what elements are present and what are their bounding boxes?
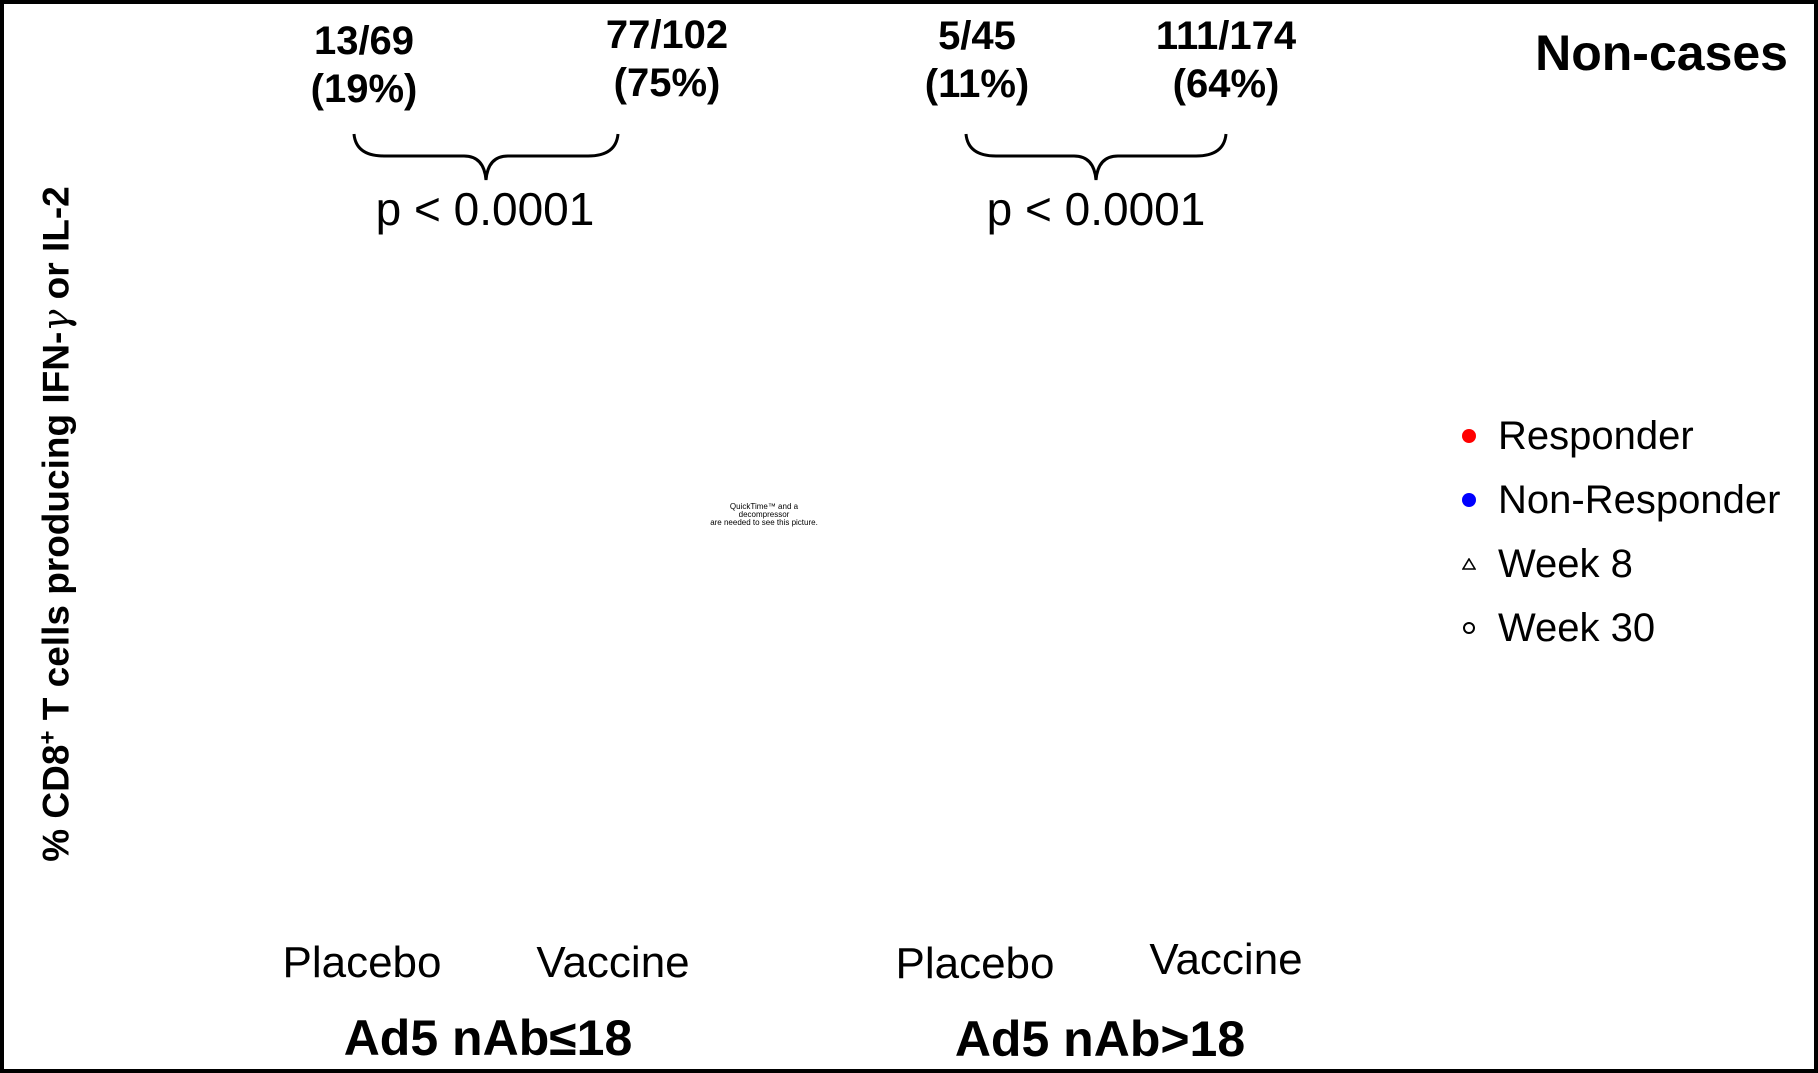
count-label-g1-vaccine: 77/102 (75%) — [606, 11, 728, 107]
arm-label-g2-vaccine: Vaccine — [1149, 935, 1303, 984]
percent-g1-placebo: (19%) — [310, 67, 418, 111]
percent-g2-vaccine: (64%) — [1172, 62, 1280, 106]
group-label-g1: Ad5 nAb≤18 — [343, 1010, 633, 1066]
legend: Responder Non-Responder Week 8 Week 30 — [1456, 404, 1780, 660]
placeholder-line-1: QuickTime™ and a — [729, 502, 799, 511]
arm-label-g2-placebo: Placebo — [895, 939, 1055, 988]
legend-item-week-30: Week 30 — [1456, 596, 1780, 660]
braces-layer — [352, 133, 1228, 181]
placeholder-line-3: are needed to see this picture. — [710, 518, 818, 527]
brace-g2 — [964, 133, 1228, 181]
count-g2-placebo: 5/45 — [938, 14, 1016, 58]
percent-g2-placebo: (11%) — [924, 62, 1030, 106]
arm-label-g1-vaccine: Vaccine — [536, 938, 690, 987]
legend-swatch-non-responder — [1462, 493, 1476, 507]
group-label-g2: Ad5 nAb>18 — [954, 1011, 1246, 1067]
count-g1-placebo: 13/69 — [313, 19, 415, 63]
chart-title: Non-cases — [1535, 25, 1788, 81]
brace-g1 — [352, 133, 620, 181]
legend-item-week-8: Week 8 — [1456, 532, 1780, 596]
triangle-icon — [1456, 558, 1482, 570]
legend-item-non-responder: Non-Responder — [1456, 468, 1780, 532]
legend-label-week-8: Week 8 — [1498, 541, 1633, 586]
percent-g1-vaccine: (75%) — [613, 61, 721, 105]
count-label-g2-vaccine: 111/174 (64%) — [1156, 12, 1296, 108]
legend-label-responder: Responder — [1498, 413, 1694, 458]
arm-label-g1-placebo: Placebo — [282, 938, 442, 987]
legend-item-responder: Responder — [1456, 404, 1780, 468]
p-value-g2: p < 0.0001 — [986, 183, 1206, 235]
legend-label-non-responder: Non-Responder — [1498, 477, 1781, 522]
red-dot-icon — [1456, 429, 1482, 443]
count-g2-vaccine: 111/174 — [1155, 14, 1297, 58]
legend-swatch-responder — [1462, 429, 1476, 443]
count-label-g2-placebo: 5/45 (11%) — [925, 12, 1030, 108]
legend-label-week-30: Week 30 — [1498, 605, 1656, 650]
circle-icon — [1456, 622, 1482, 634]
count-label-g1-placebo: 13/69 (19%) — [311, 17, 418, 113]
count-g1-vaccine: 77/102 — [605, 13, 729, 57]
blue-dot-icon — [1456, 493, 1482, 507]
placeholder-line-2: decompressor — [738, 510, 790, 519]
p-value-g1: p < 0.0001 — [375, 183, 595, 235]
missing-image-placeholder: QuickTime™ and a decompressor are needed… — [710, 503, 818, 527]
